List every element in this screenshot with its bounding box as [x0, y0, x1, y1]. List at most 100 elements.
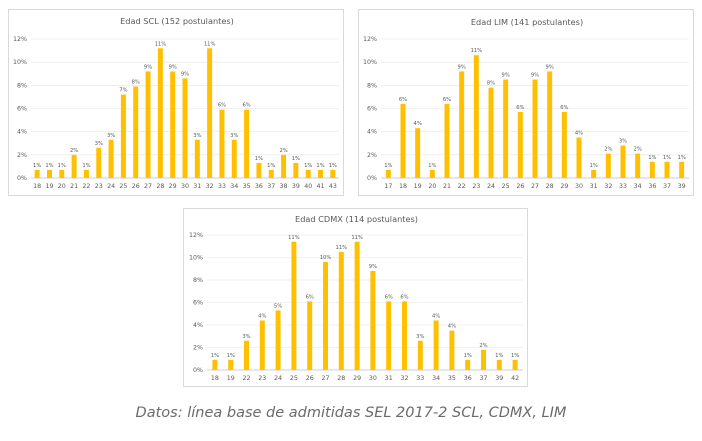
x-tick-label: 33: [416, 375, 424, 382]
chart-scl: Edad SCL (152 postulantes) 0% 2% 4% 6% 8% 10% 1…: [13, 16, 339, 190]
y-tick-label: 6%: [367, 106, 377, 113]
data-label: 3%: [242, 334, 250, 340]
data-label: 3%: [107, 133, 115, 139]
bar-17: [385, 169, 391, 178]
bar-38: [281, 154, 287, 178]
bar-19: [228, 359, 234, 370]
data-label: 1%: [590, 163, 598, 169]
data-label: 1%: [304, 163, 312, 169]
data-label: 3%: [95, 141, 103, 147]
x-tick-label: 36: [255, 183, 263, 190]
data-label: 11%: [155, 41, 167, 47]
data-label: 11%: [204, 41, 216, 47]
data-label: 6%: [516, 105, 524, 111]
data-label: 1%: [82, 163, 90, 169]
x-tick-label: 27: [321, 375, 329, 382]
x-tick-label: 21: [443, 183, 451, 190]
y-tick-label: 2%: [367, 152, 377, 159]
x-tick-label: 32: [604, 183, 612, 190]
x-tick-label: 28: [546, 183, 554, 190]
y-tick-label: 2%: [193, 345, 203, 352]
data-label: 1%: [663, 155, 671, 161]
x-tick-label: 18: [33, 183, 41, 190]
bar-41: [318, 169, 324, 178]
bar-23: [259, 320, 265, 370]
x-tick-label: 34: [634, 183, 642, 190]
data-label: 1%: [45, 163, 53, 169]
bar-26: [517, 111, 523, 178]
bar-35: [449, 330, 455, 370]
x-tick-label: 34: [432, 375, 440, 382]
data-label: 6%: [560, 105, 568, 111]
bar-34: [635, 153, 641, 178]
bar-27: [145, 71, 151, 178]
chart-title: Edad SCL (152 postulantes): [120, 16, 234, 26]
bar-21: [444, 103, 450, 178]
bar-39: [293, 162, 299, 178]
chart-title: Edad LIM (141 postulantes): [471, 17, 583, 27]
data-label: 4%: [448, 324, 456, 330]
chart-cdmx: Edad CDMX (114 postulantes) 0% 2% 4% 6% 8% 10%…: [189, 214, 523, 382]
x-tick-label: 19: [414, 183, 422, 190]
data-label: 9%: [181, 71, 189, 77]
x-tick-label: 37: [663, 183, 671, 190]
x-tick-label: 23: [95, 183, 103, 190]
bar-28: [338, 251, 344, 370]
data-label: 9%: [546, 64, 554, 70]
data-label: 6%: [399, 97, 407, 103]
y-tick-label: 4%: [367, 129, 377, 136]
data-label: 5%: [274, 303, 282, 309]
bar-22: [459, 71, 465, 178]
bar-32: [402, 301, 407, 370]
bar-26: [133, 86, 139, 178]
x-tick-label: 42: [511, 375, 519, 382]
y-tick-label: 4%: [193, 322, 203, 329]
x-tick-label: 29: [169, 183, 177, 190]
x-tick-label: 31: [385, 375, 393, 382]
data-label: 1%: [227, 353, 235, 359]
x-tick-label: 22: [458, 183, 466, 190]
chart-panel-cdmx: Edad CDMX (114 postulantes) 0% 2% 4% 6% 8% 10%…: [183, 208, 528, 387]
x-tick-label: 32: [400, 375, 408, 382]
bar-20: [59, 169, 65, 178]
x-tick-label: 30: [181, 183, 189, 190]
x-tick-label: 43: [329, 183, 337, 190]
y-tick-label: 12%: [189, 232, 203, 239]
data-label: 1%: [33, 163, 41, 169]
data-label: 8%: [132, 79, 140, 85]
bar-34: [231, 139, 237, 178]
chart-lim: Edad LIM (141 postulantes) 0% 2% 4% 6% 8% 10% 1…: [363, 17, 689, 190]
data-label: 1%: [648, 155, 656, 161]
bar-24: [488, 87, 494, 178]
x-tick-label: 41: [317, 183, 325, 190]
data-label: 6%: [443, 97, 451, 103]
data-label: 4%: [575, 130, 583, 136]
bar-33: [417, 340, 423, 370]
y-tick-label: 2%: [17, 152, 27, 159]
chart-panel-scl: Edad SCL (152 postulantes) 0% 2% 4% 6% 8% 10% 1…: [8, 9, 344, 196]
bar-27: [532, 79, 538, 178]
bar-36: [465, 359, 471, 370]
x-tick-label: 24: [274, 375, 282, 382]
x-tick-label: 23: [472, 183, 480, 190]
data-label: 1%: [292, 156, 300, 162]
data-label: 1%: [428, 163, 436, 169]
x-tick-label: 25: [290, 375, 298, 382]
bar-22: [83, 169, 89, 178]
x-tick-label: 31: [590, 183, 598, 190]
bar-37: [664, 161, 670, 178]
data-label: 2%: [479, 343, 487, 349]
x-tick-label: 19: [227, 375, 235, 382]
bar-32: [605, 153, 611, 178]
bar-26: [307, 301, 313, 370]
data-label: 3%: [416, 334, 424, 340]
data-label: 6%: [385, 294, 393, 300]
data-label: 4%: [414, 121, 422, 127]
data-label: 1%: [329, 163, 337, 169]
bar-18: [400, 103, 406, 178]
x-tick-label: 18: [211, 375, 219, 382]
data-label: 10%: [320, 255, 332, 261]
data-label: 11%: [336, 245, 348, 251]
data-label: 8%: [487, 81, 495, 87]
data-label: 1%: [464, 353, 472, 359]
